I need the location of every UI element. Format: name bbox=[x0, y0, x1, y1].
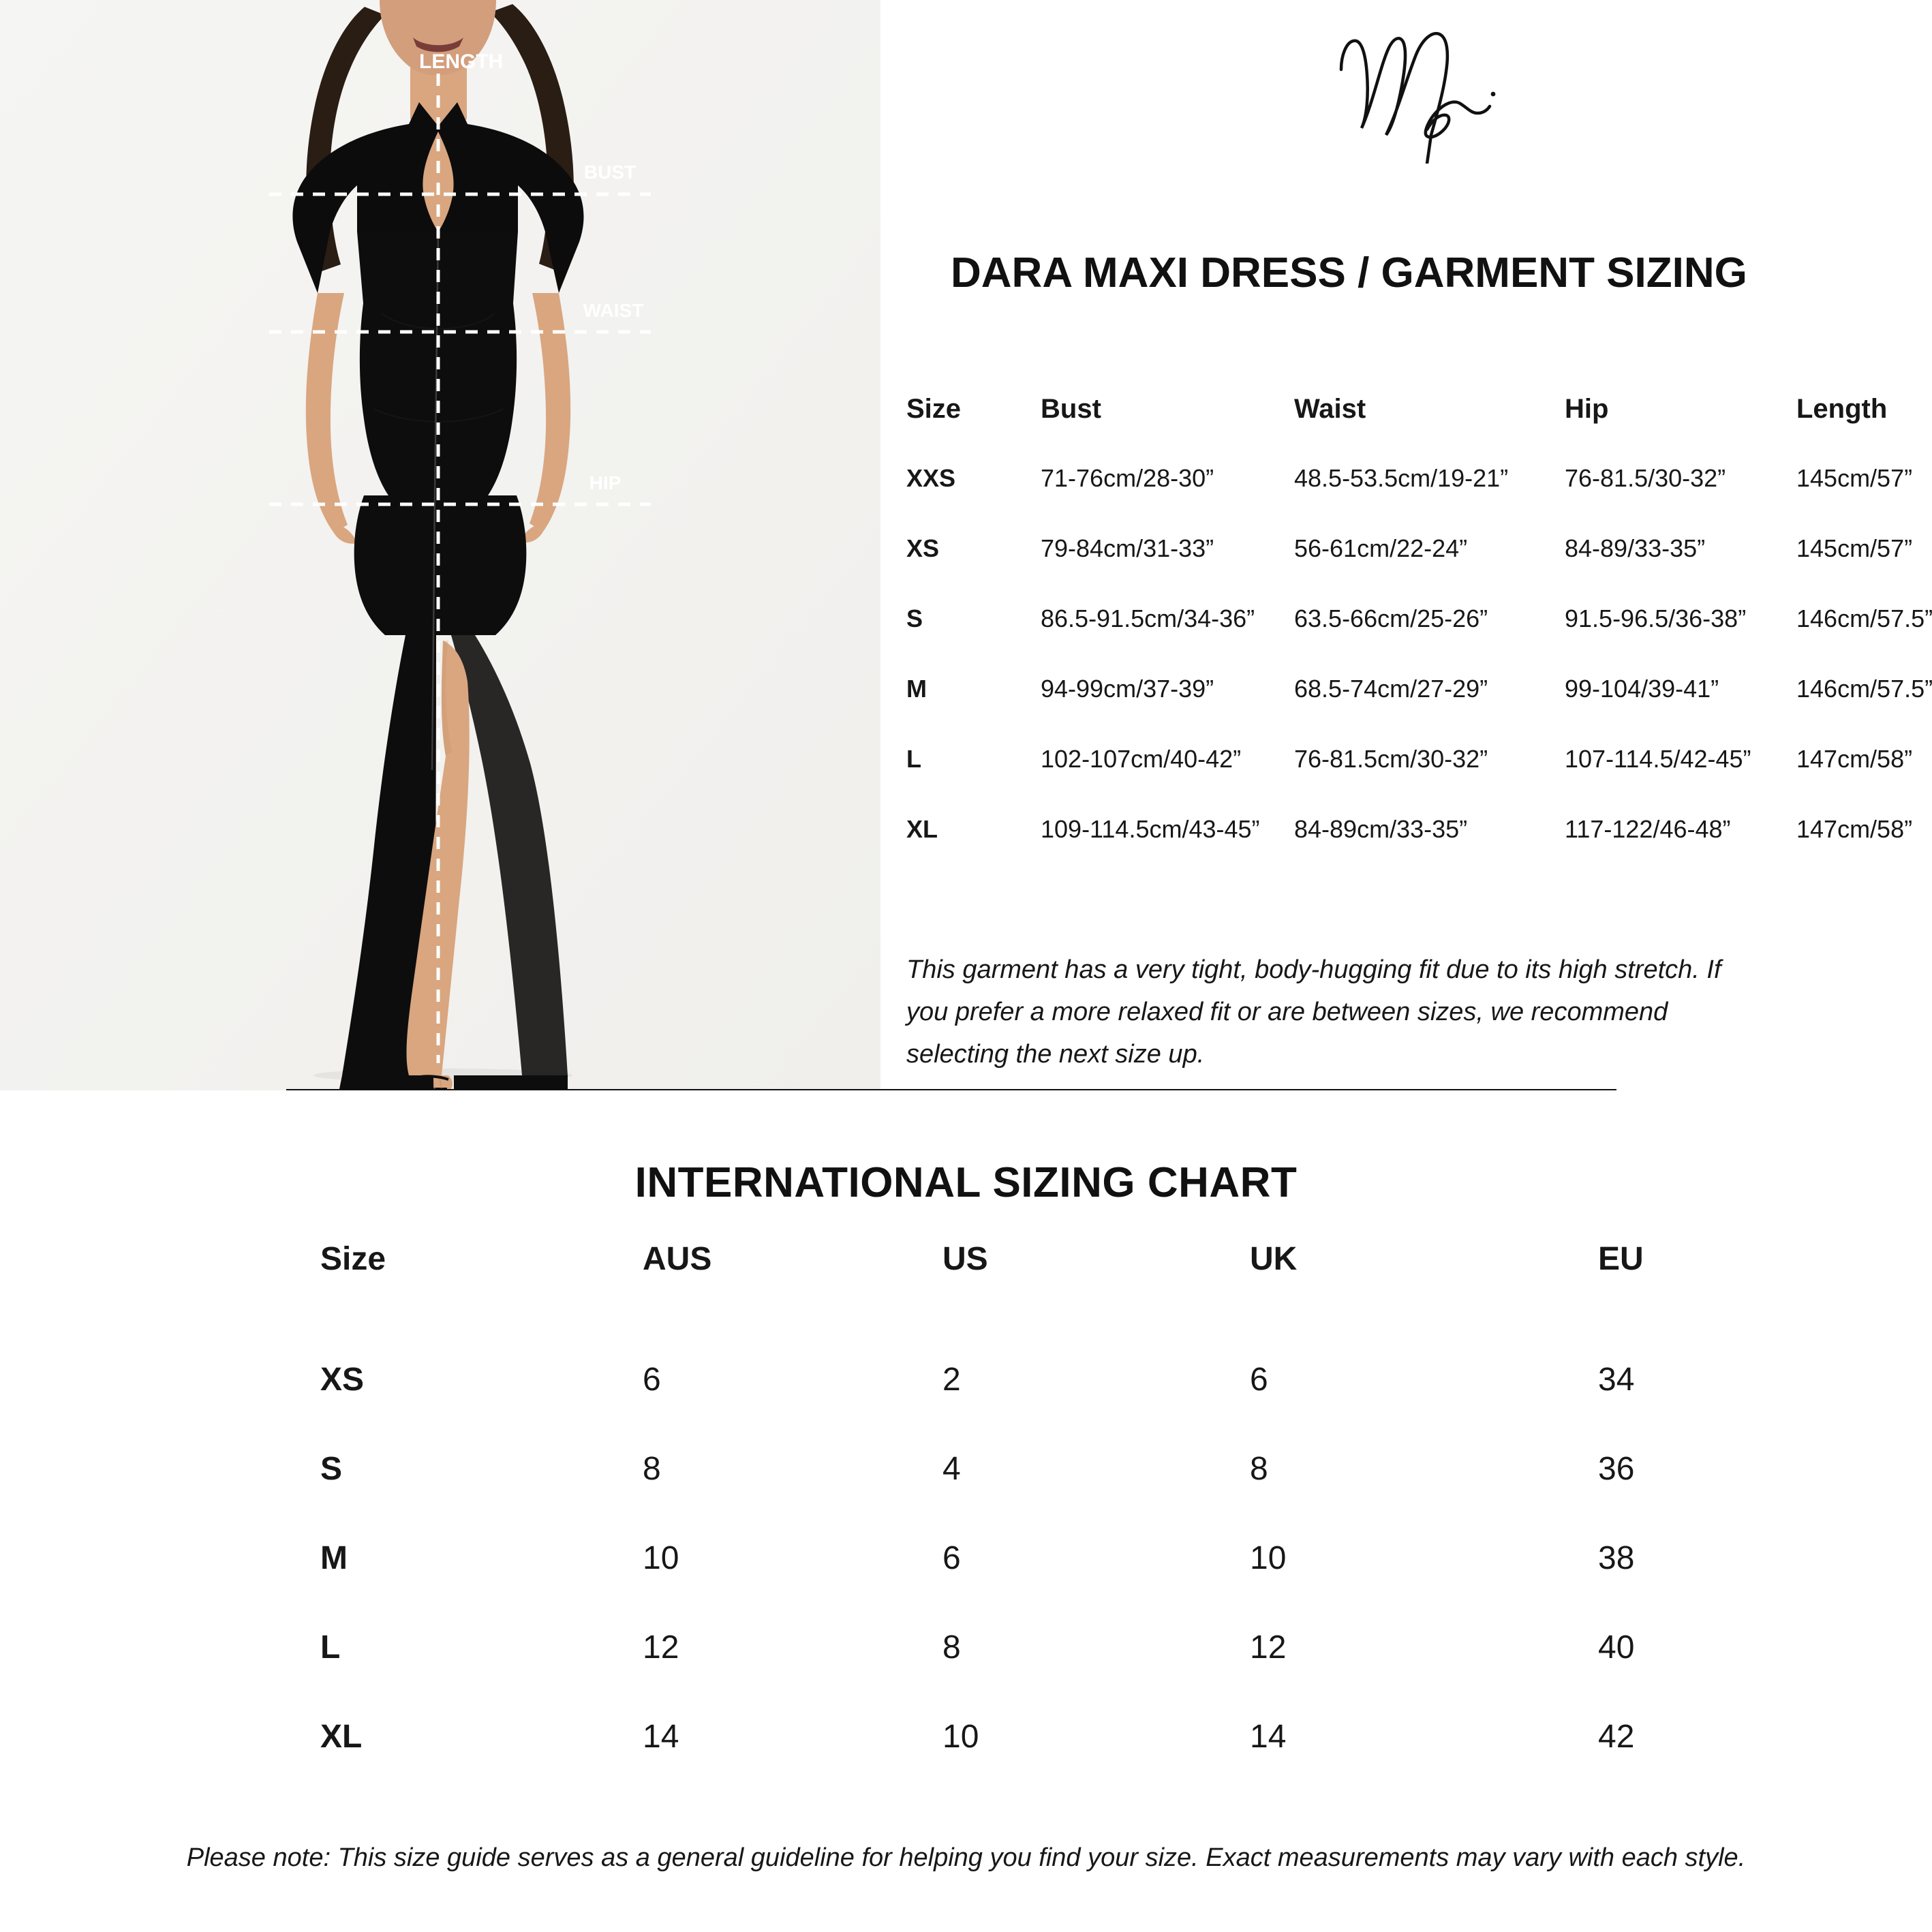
svg-text:LENGTH: LENGTH bbox=[419, 50, 503, 73]
svg-text:HIP: HIP bbox=[589, 472, 622, 493]
svg-text:BUST: BUST bbox=[584, 162, 636, 183]
svg-text:WAIST: WAIST bbox=[583, 300, 644, 321]
